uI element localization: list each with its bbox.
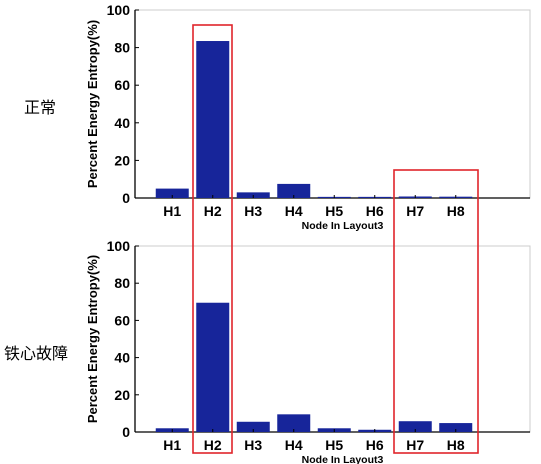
bar-h1: [155, 188, 189, 198]
x-tick-label-h5: H5: [325, 437, 343, 453]
chart-panel-normal: 0 20 40 60 80 100 H1 H2 H3 H4 H5 H6 H7 H8 Node In Layo…: [85, 2, 531, 232]
y-tick-label: 40: [114, 115, 130, 131]
row-label-normal: 正常: [24, 98, 57, 117]
x-tick-label-h4: H4: [285, 203, 303, 219]
y-tick-label: 80: [114, 275, 130, 291]
highlight-box-h2: [192, 24, 233, 454]
x-tick-label-h3: H3: [244, 437, 262, 453]
y-tick-label: 60: [114, 312, 130, 328]
x-tick-label-h6: H6: [366, 437, 384, 453]
x-tick-label-h8: H8: [447, 203, 465, 219]
x-tick-label-h7: H7: [406, 203, 424, 219]
x-tick-label-h3: H3: [244, 203, 262, 219]
bar-h3: [236, 421, 270, 432]
y-tick-label: 0: [122, 190, 130, 206]
bar-h2: [196, 41, 230, 198]
y-tick-label: 100: [107, 238, 131, 254]
y-tick-label: 80: [114, 40, 130, 56]
y-axis-label: Percent Energy Entropy(%): [85, 20, 100, 188]
x-tick-label-h2: H2: [204, 437, 222, 453]
x-tick-label-h4: H4: [285, 437, 303, 453]
bar-h8: [439, 423, 473, 432]
y-tick-label: 60: [114, 77, 130, 93]
bar-h7: [398, 421, 432, 432]
y-tick-label: 20: [114, 387, 130, 403]
y-tick-label: 40: [114, 350, 130, 366]
y-axis-label: Percent Energy Entropy(%): [85, 255, 100, 423]
x-tick-label-h1: H1: [163, 437, 181, 453]
y-tick-label: 100: [107, 2, 131, 18]
x-tick-label-h7: H7: [406, 437, 424, 453]
x-tick-label-h1: H1: [163, 203, 181, 219]
x-axis-label: Node In Layout3: [302, 220, 384, 232]
y-tick-label: 0: [122, 424, 130, 440]
highlight-box-h7-h8: [393, 169, 479, 454]
highlight-boxes: [192, 24, 479, 454]
plot-frame: [134, 245, 531, 433]
bar-h4: [277, 183, 311, 198]
chart-panel-core-fault: 0 20 40 60 80 100 H1 H2 H3 H4 H5 H6 H7 H8 Node In Layo…: [85, 238, 531, 464]
bar-h2: [196, 302, 230, 432]
bar-h4: [277, 414, 311, 432]
x-axis-label: Node In Layout3: [302, 454, 384, 464]
x-tick-label-h5: H5: [325, 203, 343, 219]
x-tick-label-h2: H2: [204, 203, 222, 219]
x-tick-label-h6: H6: [366, 203, 384, 219]
row-label-core-fault: 铁心故障: [4, 344, 69, 363]
x-tick-label-h8: H8: [447, 437, 465, 453]
y-tick-label: 20: [114, 152, 130, 168]
